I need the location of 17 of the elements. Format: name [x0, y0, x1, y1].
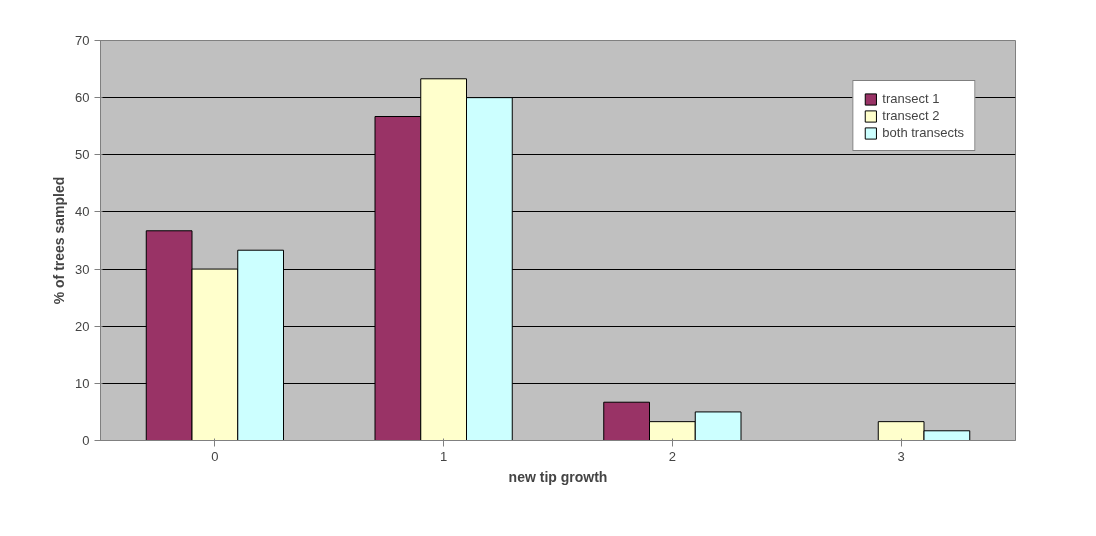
x-tick-label: 3	[897, 448, 905, 464]
x-tick-label: 1	[440, 448, 448, 464]
y-tick-label: 20	[75, 318, 90, 334]
y-tick-label: 10	[75, 375, 90, 391]
x-axis-title: new tip growth	[508, 468, 608, 485]
x-tick-label: 2	[668, 448, 676, 464]
y-tick-label: 50	[75, 147, 90, 163]
legend-label: transect 1	[882, 91, 940, 106]
y-tick-label: 40	[75, 204, 90, 220]
y-tick-label: 70	[75, 33, 90, 48]
y-tick-label: 60	[75, 90, 90, 106]
x-tick-label: 0	[211, 448, 219, 464]
y-axis-title: % of trees sampled	[51, 176, 68, 305]
legend-label: transect 2	[882, 108, 940, 123]
legend-label: both transects	[882, 125, 964, 140]
y-tick-label: 0	[82, 433, 90, 448]
y-tick-label: 30	[75, 261, 90, 277]
